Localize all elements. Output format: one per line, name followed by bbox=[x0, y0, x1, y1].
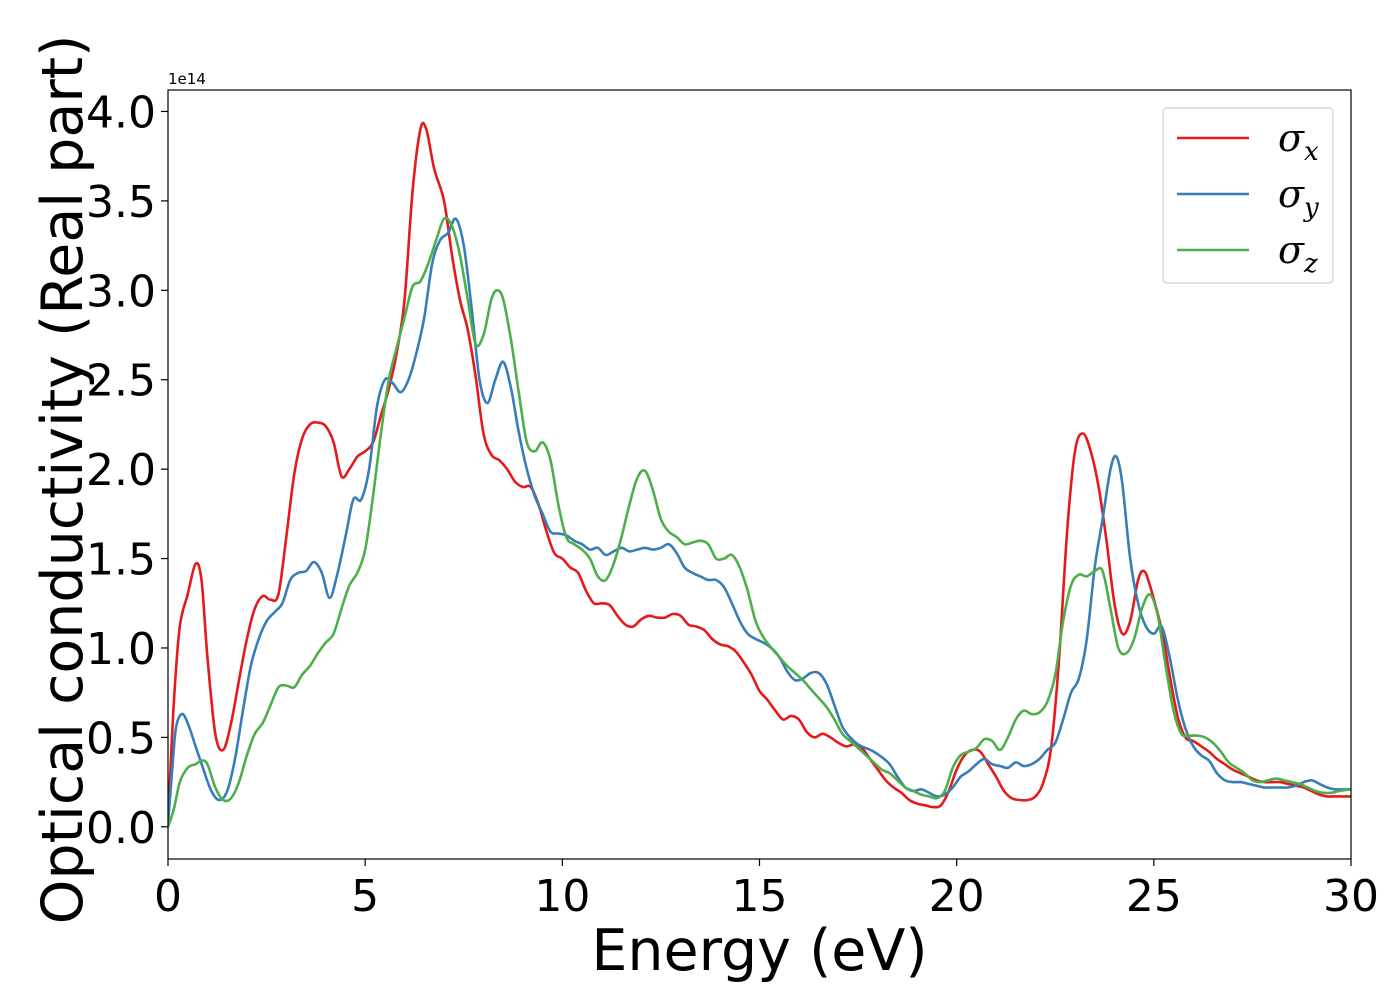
series-line-x bbox=[168, 121, 1351, 825]
y-tick-label: 2.5 bbox=[86, 356, 156, 407]
series-line-y bbox=[168, 217, 1351, 825]
legend-label-z: σz bbox=[1278, 228, 1318, 279]
x-tick-label: 0 bbox=[154, 871, 182, 922]
y-tick-label: 0.5 bbox=[86, 713, 156, 764]
y-offset-label: 1e14 bbox=[168, 70, 206, 88]
y-axis: 0.0 0.5 1.0 1.5 2.0 2.5 3.0 3.5 4.0 bbox=[86, 87, 168, 854]
x-axis: 0 5 10 15 20 25 30 bbox=[154, 859, 1379, 922]
x-tick-label: 20 bbox=[929, 871, 985, 922]
legend-label-y: σy bbox=[1278, 172, 1319, 223]
y-tick-label: 0.0 bbox=[86, 803, 156, 854]
x-axis-title: Energy (eV) bbox=[591, 918, 927, 984]
legend-symbol: σ bbox=[1278, 228, 1305, 272]
legend-subscript: y bbox=[1303, 193, 1319, 223]
y-tick-label: 3.0 bbox=[86, 266, 156, 317]
series-line-z bbox=[168, 216, 1351, 829]
legend-label-x: σx bbox=[1278, 116, 1319, 167]
x-tick-label: 10 bbox=[534, 871, 590, 922]
legend-subscript: z bbox=[1303, 249, 1318, 279]
legend-box bbox=[1162, 107, 1334, 284]
y-tick-label: 3.5 bbox=[86, 177, 156, 228]
x-tick-label: 25 bbox=[1126, 871, 1182, 922]
y-tick-label: 1.5 bbox=[86, 535, 156, 586]
x-tick-label: 15 bbox=[732, 871, 788, 922]
legend-symbol: σ bbox=[1278, 172, 1305, 216]
legend-symbol: σ bbox=[1278, 116, 1305, 160]
series-layer bbox=[168, 121, 1351, 829]
legend-subscript: x bbox=[1304, 137, 1319, 167]
y-tick-label: 4.0 bbox=[86, 87, 156, 138]
y-axis-title: Optical conductivity (Real part) bbox=[30, 35, 96, 925]
y-tick-label: 2.0 bbox=[86, 445, 156, 496]
y-tick-label: 1.0 bbox=[86, 624, 156, 675]
x-tick-label: 30 bbox=[1323, 871, 1379, 922]
x-tick-label: 5 bbox=[351, 871, 379, 922]
